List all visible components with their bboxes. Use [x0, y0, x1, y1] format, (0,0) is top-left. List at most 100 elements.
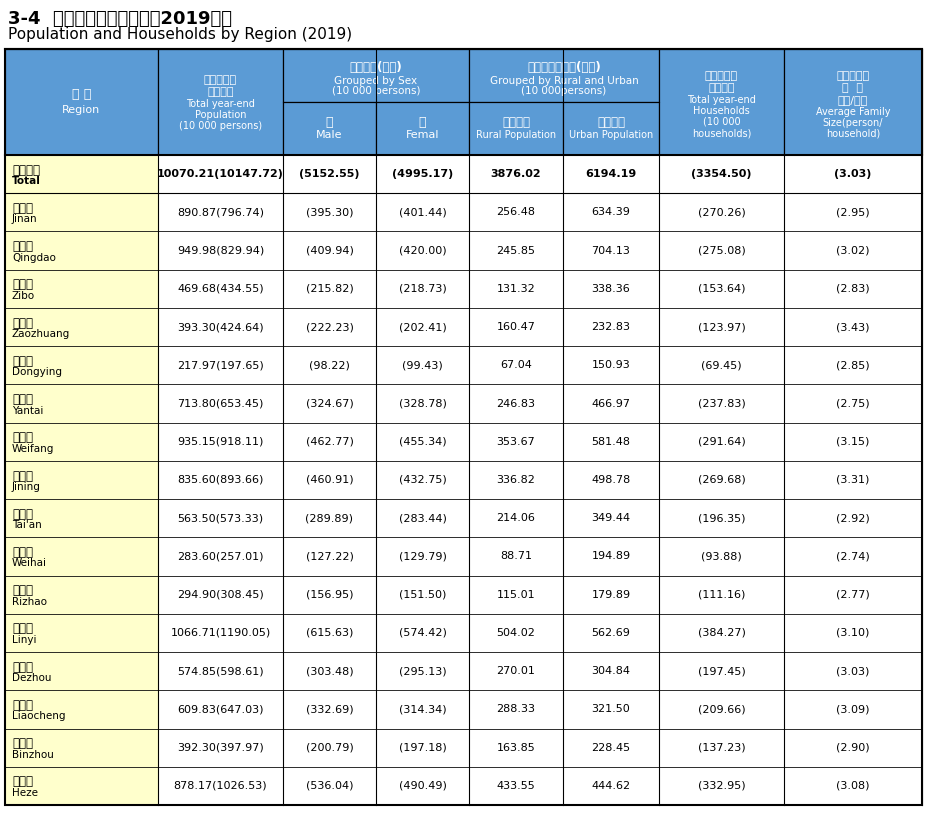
- Bar: [469, 49, 658, 102]
- Bar: [469, 385, 562, 423]
- Text: 地 区: 地 区: [71, 88, 91, 102]
- Bar: [376, 576, 469, 614]
- Bar: [283, 270, 376, 308]
- Bar: [783, 194, 921, 232]
- Text: (332.95): (332.95): [697, 781, 744, 791]
- Bar: [158, 614, 283, 652]
- Bar: [562, 614, 658, 652]
- Bar: [376, 652, 469, 691]
- Bar: [469, 347, 562, 385]
- Text: (3.43): (3.43): [835, 322, 869, 332]
- Bar: [5, 308, 158, 347]
- Bar: [562, 385, 658, 423]
- Bar: [783, 461, 921, 500]
- Text: 393.30(424.64): 393.30(424.64): [177, 322, 264, 332]
- Bar: [658, 270, 783, 308]
- Bar: [158, 652, 283, 691]
- Text: (460.91): (460.91): [305, 475, 353, 485]
- Bar: [158, 155, 283, 194]
- Bar: [376, 767, 469, 805]
- Text: 城镇人口: 城镇人口: [597, 116, 625, 129]
- Text: (197.18): (197.18): [398, 743, 445, 753]
- Text: (332.69): (332.69): [305, 705, 353, 715]
- Bar: [783, 729, 921, 767]
- Bar: [158, 347, 283, 385]
- Text: 1066.71(1190.05): 1066.71(1190.05): [170, 628, 270, 638]
- Text: Tai'an: Tai'an: [12, 520, 42, 530]
- Bar: [283, 102, 376, 155]
- Text: Rural Population: Rural Population: [475, 131, 556, 141]
- Text: (2.95): (2.95): [835, 208, 869, 218]
- Text: (99.43): (99.43): [402, 361, 443, 370]
- Text: Yantai: Yantai: [12, 405, 44, 415]
- Text: Rizhao: Rizhao: [12, 597, 47, 607]
- Bar: [658, 576, 783, 614]
- Bar: [562, 461, 658, 500]
- Text: 433.55: 433.55: [496, 781, 535, 791]
- Text: (202.41): (202.41): [398, 322, 445, 332]
- Bar: [783, 576, 921, 614]
- Text: (69.45): (69.45): [701, 361, 741, 370]
- Bar: [469, 194, 562, 232]
- Text: 3-4  各市人口数和总户数（2019年）: 3-4 各市人口数和总户数（2019年）: [8, 10, 232, 28]
- Bar: [283, 423, 376, 461]
- Bar: [562, 767, 658, 805]
- Text: 321.50: 321.50: [591, 705, 630, 715]
- Bar: [5, 270, 158, 308]
- Text: 全省总计: 全省总计: [12, 164, 40, 177]
- Text: (574.42): (574.42): [398, 628, 446, 638]
- Text: （万户）: （万户）: [707, 83, 734, 93]
- Bar: [5, 729, 158, 767]
- Text: 平均家庭户: 平均家庭户: [835, 71, 869, 81]
- Text: Dongying: Dongying: [12, 367, 62, 377]
- Text: 烟台市: 烟台市: [12, 393, 33, 406]
- Text: (490.49): (490.49): [398, 781, 446, 791]
- Text: 935.15(918.11): 935.15(918.11): [177, 437, 264, 447]
- Text: (10 000 persons): (10 000 persons): [331, 87, 419, 97]
- Text: 临沂市: 临沂市: [12, 623, 33, 635]
- Text: (3354.50): (3354.50): [690, 169, 751, 179]
- Text: Linyi: Linyi: [12, 635, 36, 645]
- Text: 160.47: 160.47: [496, 322, 535, 332]
- Bar: [5, 461, 158, 500]
- Bar: [376, 232, 469, 270]
- Bar: [158, 691, 283, 729]
- Text: 890.87(796.74): 890.87(796.74): [177, 208, 264, 218]
- Text: (314.34): (314.34): [398, 705, 445, 715]
- Text: 245.85: 245.85: [496, 246, 535, 256]
- Text: (3.15): (3.15): [835, 437, 869, 447]
- Bar: [562, 155, 658, 194]
- Text: 878.17(1026.53): 878.17(1026.53): [174, 781, 267, 791]
- Bar: [158, 500, 283, 538]
- Bar: [5, 49, 921, 155]
- Bar: [376, 155, 469, 194]
- Text: (295.13): (295.13): [398, 667, 445, 676]
- Bar: [376, 194, 469, 232]
- Bar: [5, 194, 158, 232]
- Bar: [283, 155, 376, 194]
- Bar: [562, 500, 658, 538]
- Bar: [562, 652, 658, 691]
- Bar: [158, 538, 283, 576]
- Bar: [283, 461, 376, 500]
- Bar: [283, 652, 376, 691]
- Bar: [562, 347, 658, 385]
- Bar: [5, 614, 158, 652]
- Text: 6194.19: 6194.19: [585, 169, 636, 179]
- Bar: [658, 538, 783, 576]
- Text: 年末总人口: 年末总人口: [204, 75, 237, 85]
- Bar: [783, 500, 921, 538]
- Bar: [783, 423, 921, 461]
- Bar: [562, 423, 658, 461]
- Bar: [658, 385, 783, 423]
- Text: (3.09): (3.09): [835, 705, 869, 715]
- Text: Weifang: Weifang: [12, 444, 55, 454]
- Bar: [783, 49, 921, 155]
- Text: 228.45: 228.45: [591, 743, 630, 753]
- Text: (455.34): (455.34): [398, 437, 445, 447]
- Text: 131.32: 131.32: [496, 284, 535, 294]
- Text: (384.27): (384.27): [697, 628, 744, 638]
- Bar: [5, 691, 158, 729]
- Text: 949.98(829.94): 949.98(829.94): [176, 246, 264, 256]
- Text: (10 000 persons): (10 000 persons): [179, 121, 262, 131]
